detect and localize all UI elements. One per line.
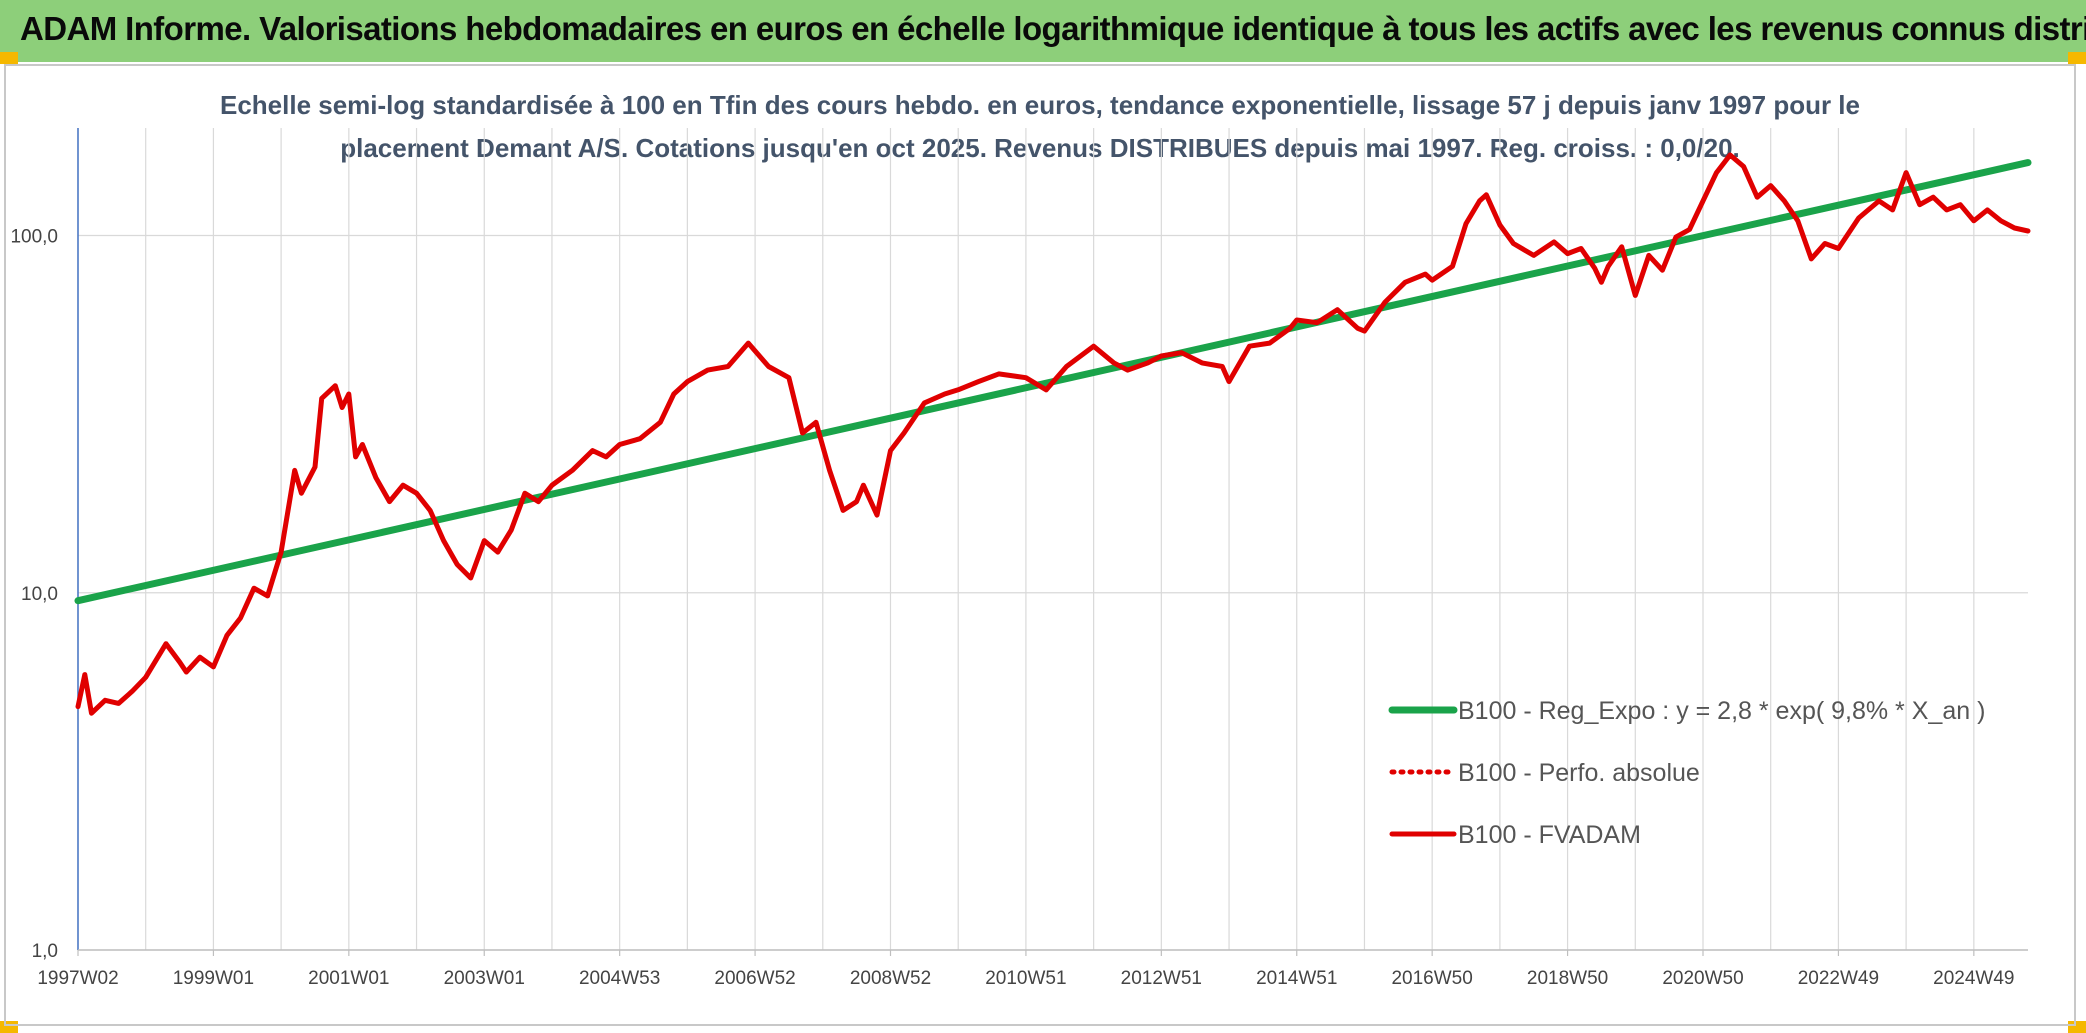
- x-tick-label: 2018W50: [1527, 968, 1608, 989]
- x-tick-label: 2010W51: [985, 968, 1066, 989]
- x-tick-label: 1999W01: [173, 968, 254, 989]
- legend-label-3: B100 - FVADAM: [1458, 821, 1641, 849]
- chart-title-line-1: Echelle semi-log standardisée à 100 en T…: [219, 90, 1860, 120]
- series-line-3: [75, 152, 2031, 716]
- corner-marker-top-left: [0, 52, 18, 64]
- legend-label-1: B100 - Reg_Expo : y = 2,8 * exp( 9,8% * …: [1458, 697, 1985, 725]
- x-tick-label: 2014W51: [1256, 968, 1337, 989]
- chart-frame: [4, 64, 2076, 1026]
- legend-label-2: B100 - Perfo. absolue: [1458, 759, 1700, 787]
- page-title: ADAM Informe. Valorisations hebdomadaire…: [20, 10, 2086, 47]
- x-tick-label: 2020W50: [1662, 968, 1743, 989]
- x-tick-label: 2012W51: [1121, 968, 1202, 989]
- x-tick-label: 2003W01: [444, 968, 525, 989]
- x-tick-label: 2004W53: [579, 968, 660, 989]
- corner-marker-top-right: [2068, 52, 2086, 64]
- x-tick-label: 1997W02: [37, 968, 118, 989]
- header-bar: ADAM Informe. Valorisations hebdomadaire…: [0, 0, 2086, 62]
- x-tick-label: 2006W52: [714, 968, 795, 989]
- chart-title-line-2: placement Demant A/S. Cotations jusqu'en…: [340, 133, 1740, 163]
- x-tick-label: 2024W49: [1933, 968, 2014, 989]
- y-tick-label: 1,0: [32, 941, 58, 962]
- plot-area: [74, 152, 2032, 716]
- x-tick-label: 2016W50: [1391, 968, 1472, 989]
- x-tick-label: 2022W49: [1798, 968, 1879, 989]
- x-tick-label: 2008W52: [850, 968, 931, 989]
- legend: B100 - Reg_Expo : y = 2,8 * exp( 9,8% * …: [1388, 697, 1985, 849]
- x-tick-label: 2001W01: [308, 968, 389, 989]
- y-tick-label: 10,0: [21, 584, 58, 605]
- y-tick-label: 100,0: [10, 227, 58, 248]
- axes: 1,0 10,0 100,0 1997W02 1999W01 2001W01 2003W01…: [10, 128, 2028, 989]
- grid: [77, 128, 2028, 951]
